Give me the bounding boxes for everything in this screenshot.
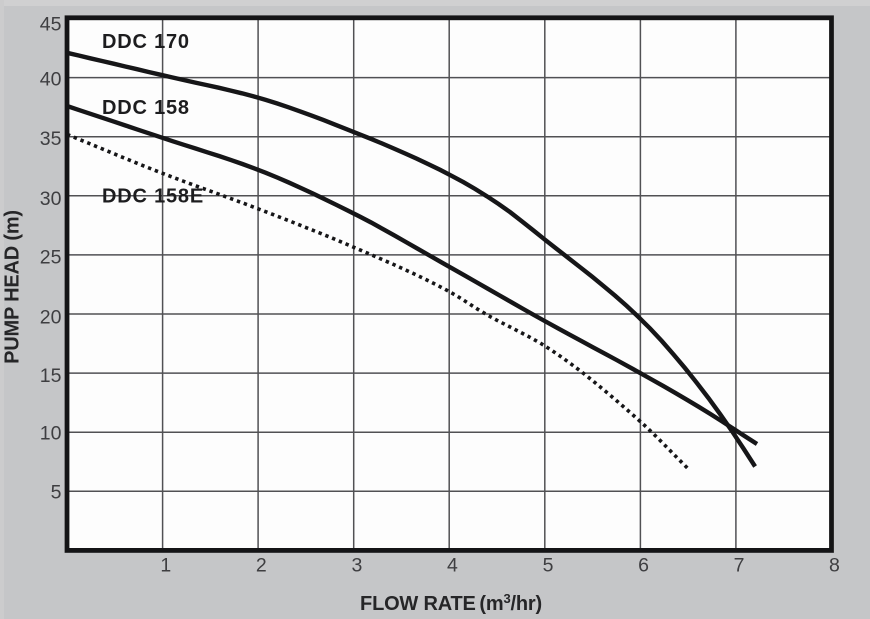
svg-text:15: 15 — [40, 365, 62, 387]
svg-text:30: 30 — [40, 188, 62, 210]
svg-text:35: 35 — [40, 128, 62, 150]
svg-text:8: 8 — [829, 555, 840, 577]
svg-text:5: 5 — [543, 555, 554, 577]
svg-text:DDC 158: DDC 158 — [102, 97, 190, 119]
svg-text:45: 45 — [40, 14, 62, 36]
svg-text:10: 10 — [40, 422, 62, 444]
svg-text:PUMP HEAD (m): PUMP HEAD (m) — [1, 210, 23, 364]
svg-text:20: 20 — [40, 306, 62, 328]
svg-text:DDC 170: DDC 170 — [102, 31, 190, 53]
svg-text:4: 4 — [447, 555, 458, 577]
svg-text:40: 40 — [40, 68, 62, 90]
svg-text:5: 5 — [51, 482, 62, 504]
svg-text:25: 25 — [40, 247, 62, 269]
svg-text:7: 7 — [734, 555, 745, 577]
svg-text:3: 3 — [351, 555, 362, 577]
svg-text:FLOW RATE (m3/hr): FLOW RATE (m3/hr) — [360, 591, 542, 615]
svg-text:6: 6 — [638, 555, 649, 577]
svg-text:2: 2 — [256, 555, 267, 577]
svg-text:DDC 158E: DDC 158E — [102, 186, 204, 208]
svg-text:1: 1 — [160, 555, 171, 577]
